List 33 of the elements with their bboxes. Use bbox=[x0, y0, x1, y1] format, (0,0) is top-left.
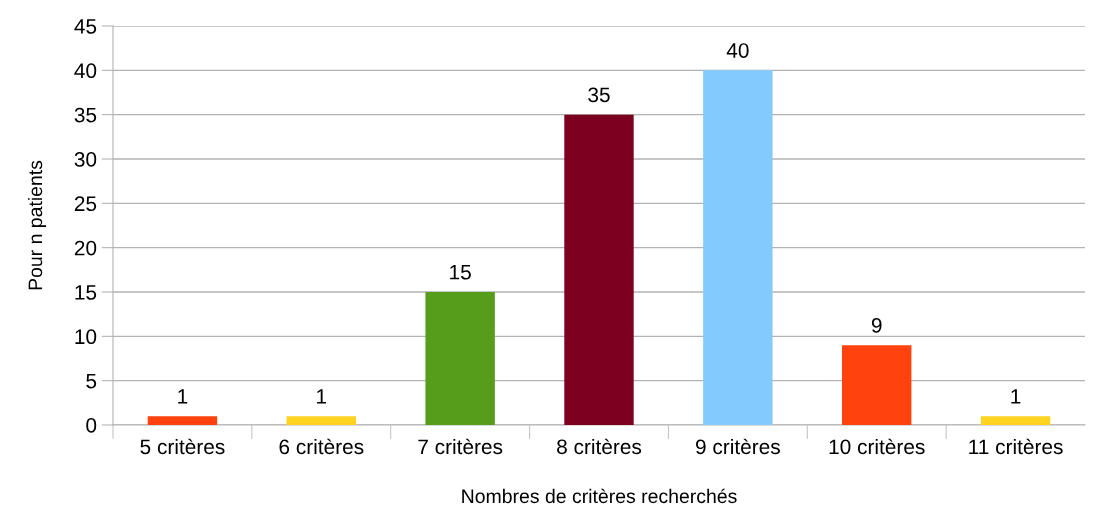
x-axis-title: Nombres de critères recherchés bbox=[462, 488, 737, 504]
data-label: 15 bbox=[450, 265, 471, 280]
x-tick-label: 7 critères bbox=[418, 438, 503, 455]
y-axis-title: Pour n patients bbox=[27, 160, 47, 290]
y-tick-label: 40 bbox=[74, 63, 97, 79]
bar bbox=[564, 114, 634, 425]
bar bbox=[147, 416, 218, 425]
y-tick-label: 5 bbox=[86, 373, 97, 389]
y-tick-label: 30 bbox=[74, 152, 97, 167]
y-tick-label: 25 bbox=[74, 196, 97, 212]
data-label: 9 bbox=[871, 318, 882, 333]
y-tick-label: 15 bbox=[75, 285, 97, 300]
x-tick-label: 5 critères bbox=[140, 438, 225, 455]
y-tick-label: 10 bbox=[75, 329, 97, 345]
y-tick-label: 35 bbox=[74, 107, 97, 123]
data-label: 1 bbox=[178, 389, 188, 404]
y-tick-label: 0 bbox=[86, 418, 97, 433]
data-label: 40 bbox=[726, 43, 749, 58]
data-label: 35 bbox=[588, 87, 610, 103]
data-label: 1 bbox=[1011, 389, 1021, 404]
x-tick-label: 10 critères bbox=[829, 438, 925, 455]
y-tick-label: 45 bbox=[74, 19, 97, 34]
bar bbox=[425, 292, 495, 425]
bar bbox=[842, 345, 912, 425]
x-tick-label: 11 critères bbox=[969, 438, 1063, 455]
y-tick-label: 20 bbox=[74, 240, 97, 256]
x-tick-label: 6 critères bbox=[279, 438, 364, 455]
x-tick-label: 8 critères bbox=[557, 438, 642, 455]
bar bbox=[703, 70, 773, 425]
bar bbox=[286, 416, 356, 425]
bar bbox=[980, 416, 1051, 425]
data-label: 1 bbox=[317, 389, 327, 404]
x-tick-label: 9 critères bbox=[696, 438, 780, 455]
